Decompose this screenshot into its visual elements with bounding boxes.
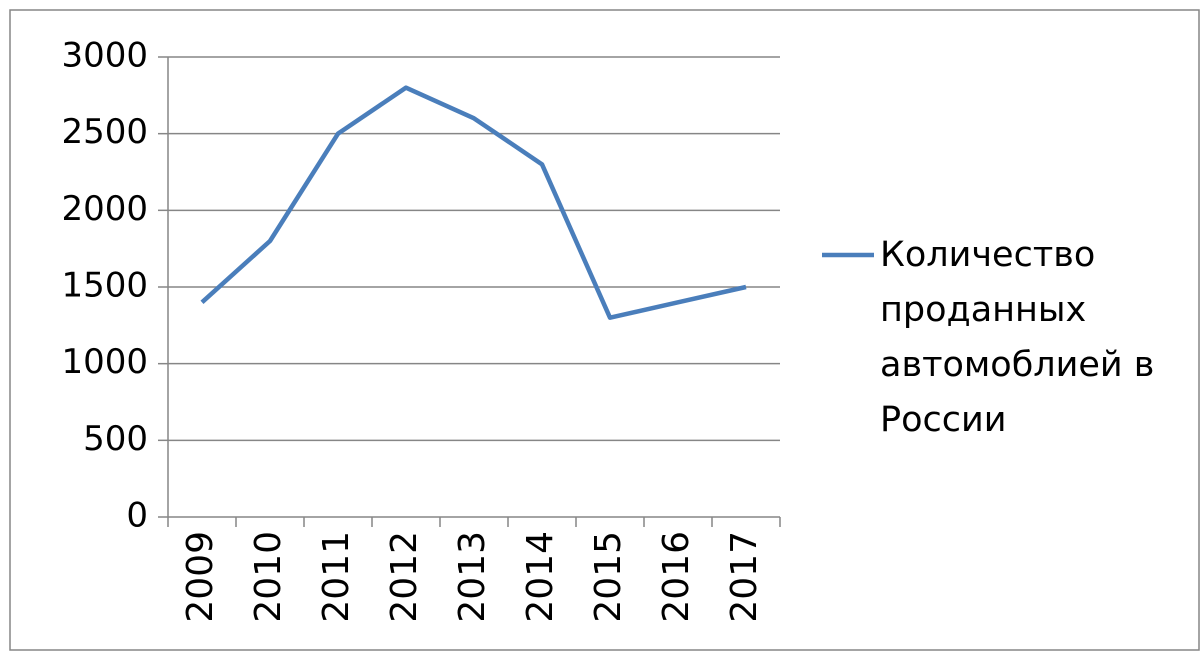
y-tick-label: 2500 bbox=[61, 112, 148, 152]
x-tick-label: 2015 bbox=[588, 531, 629, 623]
chart-border bbox=[9, 9, 1200, 651]
x-tick-label: 2016 bbox=[656, 531, 697, 623]
y-tick-label: 3000 bbox=[61, 36, 148, 76]
series-line bbox=[200, 85, 747, 320]
y-tick-label: 500 bbox=[83, 419, 148, 459]
x-tick-label: 2012 bbox=[384, 531, 425, 623]
x-tick-label: 2010 bbox=[248, 531, 289, 623]
y-tick-label: 1500 bbox=[61, 266, 148, 306]
legend-label: Количество проданных автомоблией в Росси… bbox=[880, 235, 1155, 440]
x-tick-label: 2009 bbox=[180, 531, 221, 623]
x-tick-label: 2014 bbox=[520, 531, 561, 623]
y-tick-label: 0 bbox=[126, 496, 148, 536]
x-tick-label: 2017 bbox=[724, 531, 765, 623]
y-tick-label: 2000 bbox=[61, 189, 148, 229]
y-tick-label: 1000 bbox=[61, 342, 148, 382]
x-tick-label: 2011 bbox=[316, 531, 357, 623]
x-tick-label: 2013 bbox=[452, 531, 493, 623]
